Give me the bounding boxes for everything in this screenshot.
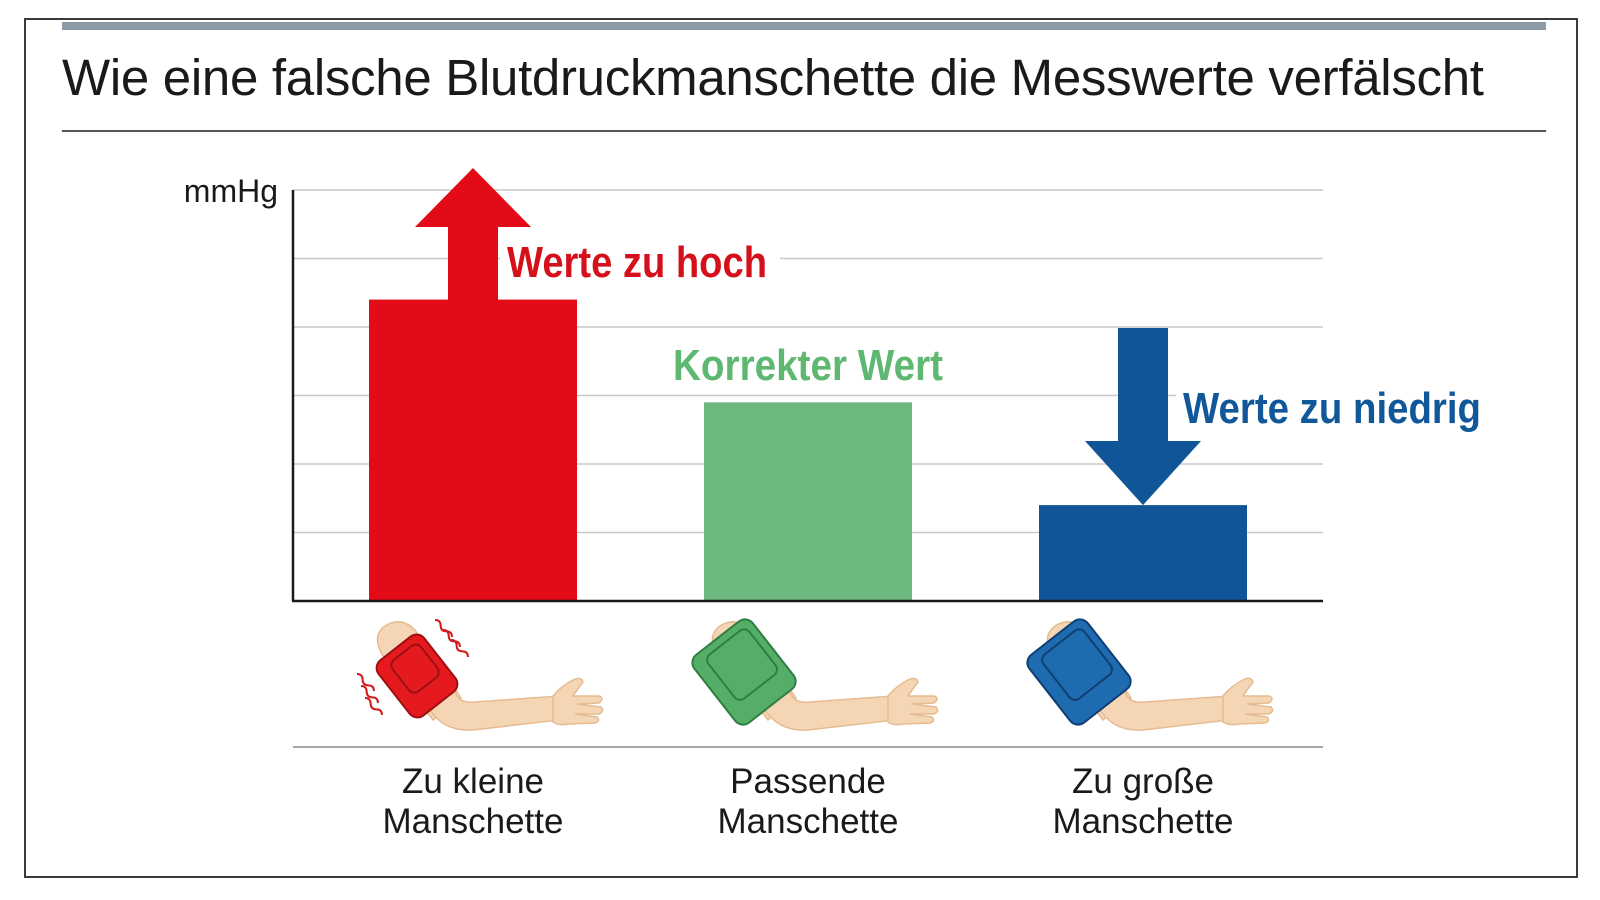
hand (887, 677, 939, 726)
category-label: Passende (730, 762, 886, 801)
category-label: Zu kleine (402, 762, 544, 801)
label-backdrop (1176, 384, 1486, 438)
cuff-strap (706, 628, 778, 701)
cuff (1026, 618, 1132, 726)
annotation-label: Korrekter Wert (673, 341, 943, 390)
pressure-wave (364, 697, 383, 716)
title-accent-bar (62, 22, 1546, 30)
arm-fitting-green-cuff-icon (691, 618, 939, 731)
cuff-body (1026, 618, 1132, 726)
pressure-wave (450, 639, 469, 658)
title-divider (62, 130, 1546, 132)
cuff (375, 633, 459, 719)
annotation-label: Werte zu hoch (507, 238, 767, 287)
bar (1039, 505, 1247, 601)
category-label: Zu große (1072, 762, 1214, 801)
category-label: Manschette (383, 802, 564, 841)
cuff-strap (1041, 628, 1113, 701)
pressure-wave (434, 619, 453, 638)
chart-title: Wie eine falsche Blutdruckmanschette die… (62, 49, 1484, 106)
bar (369, 299, 577, 601)
bar (704, 402, 912, 601)
forearm (762, 690, 895, 731)
label-backdrop (500, 236, 780, 290)
hand (552, 677, 604, 726)
pressure-wave (360, 685, 379, 704)
category-label: Manschette (1053, 802, 1234, 841)
cuff-body (691, 618, 797, 726)
forearm (427, 690, 560, 731)
y-axis-unit-label: mmHg (184, 173, 278, 209)
forearm (1097, 690, 1230, 731)
down-arrow-icon (1085, 328, 1201, 506)
up-arrow-icon (415, 168, 531, 302)
arm-loose-blue-cuff-icon (1026, 618, 1274, 731)
pressure-wave (442, 629, 461, 648)
pressure-wave (356, 673, 375, 692)
hand (1222, 677, 1274, 726)
cuff-body (375, 633, 459, 719)
cuff (691, 618, 797, 726)
category-label: Manschette (718, 802, 899, 841)
cuff-strap (390, 643, 440, 694)
arm-tight-red-cuff-icon (356, 619, 604, 731)
annotation-label: Werte zu niedrig (1183, 384, 1481, 433)
